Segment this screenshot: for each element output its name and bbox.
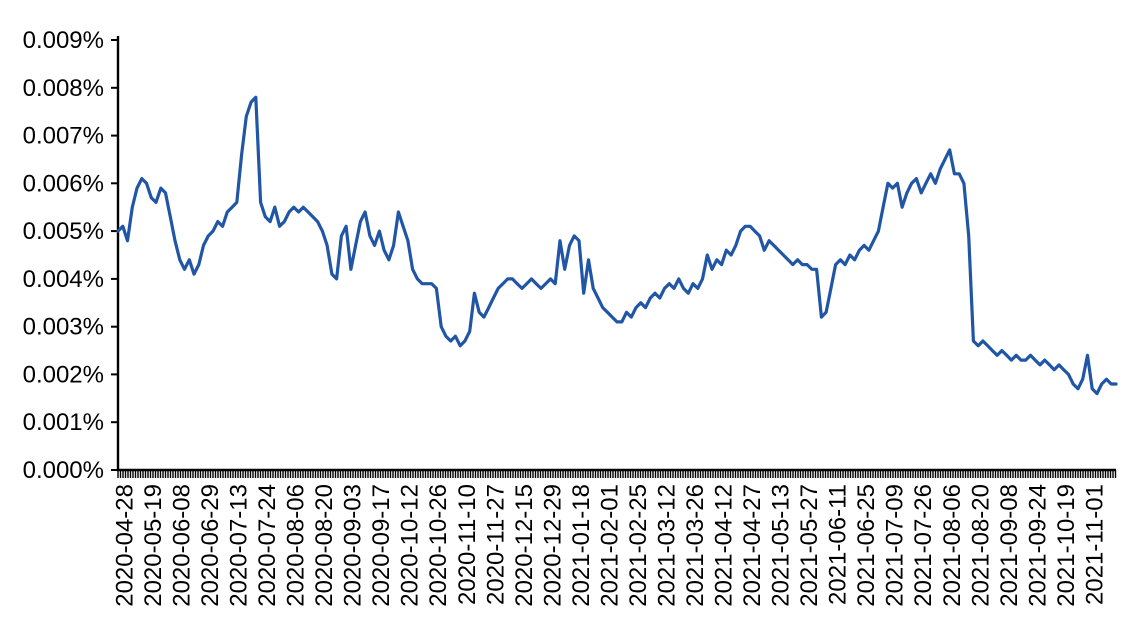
y-tick-label: 0.006% xyxy=(23,170,104,197)
x-tick-label: 2021-01-18 xyxy=(568,484,595,607)
x-axis-labels: 2020-04-28 2020-05-19 2020-06-08 2020-06-29… xyxy=(111,484,1108,607)
x-tick-label: 2021-06-11 xyxy=(825,484,852,605)
x-tick-label: 2020-06-29 xyxy=(197,484,224,607)
y-tick-label: 0.002% xyxy=(23,361,104,388)
x-tick-label: 2020-11-10 xyxy=(454,484,481,605)
y-tick-label: 0.007% xyxy=(23,123,104,150)
x-tick-label: 2020-10-12 xyxy=(397,484,424,607)
x-tick-label: 2020-09-17 xyxy=(368,484,395,607)
x-tick-label: 2020-08-06 xyxy=(283,484,310,607)
x-tick-label: 2021-02-01 xyxy=(596,484,623,607)
x-tick-label: 2020-11-27 xyxy=(482,484,509,605)
x-tick-label: 2020-10-26 xyxy=(425,484,452,607)
x-tick-label: 2021-11-01 xyxy=(1081,484,1108,605)
x-tick-label: 2021-03-26 xyxy=(682,484,709,607)
axis-ticks xyxy=(111,39,1117,478)
y-tick-label: 0.008% xyxy=(23,75,104,102)
line-series xyxy=(116,95,1118,396)
y-tick-label: 0.005% xyxy=(23,218,104,245)
x-tick-label: 2021-05-13 xyxy=(768,484,795,607)
x-tick-label: 2021-04-12 xyxy=(711,484,738,607)
x-tick-label: 2020-12-15 xyxy=(511,484,538,607)
x-tick-label: 2020-08-20 xyxy=(311,484,338,607)
x-tick-label: 2021-05-27 xyxy=(796,484,823,607)
x-tick-label: 2021-07-09 xyxy=(882,484,909,607)
y-tick-label: 0.000% xyxy=(23,457,104,484)
x-tick-label: 2020-12-29 xyxy=(539,484,566,607)
x-tick-label: 2020-05-19 xyxy=(140,484,167,607)
y-tick-label: 0.003% xyxy=(23,314,104,341)
y-axis-labels: 0.000% 0.001% 0.002% 0.003% 0.004% 0.005% 0.00… xyxy=(23,27,104,484)
y-tick-label: 0.009% xyxy=(23,27,104,54)
x-tick-label: 2020-07-13 xyxy=(226,484,253,607)
x-tick-label: 2021-06-25 xyxy=(853,484,880,607)
x-tick-label: 2020-04-28 xyxy=(111,484,138,607)
x-tick-label: 2021-09-24 xyxy=(1024,484,1051,607)
y-tick-label: 0.001% xyxy=(23,409,104,436)
x-tick-label: 2021-07-26 xyxy=(910,484,937,607)
x-tick-label: 2021-09-08 xyxy=(996,484,1023,607)
x-tick-label: 2021-08-20 xyxy=(967,484,994,607)
x-tick-label: 2021-04-27 xyxy=(739,484,766,607)
x-tick-label: 2021-08-06 xyxy=(939,484,966,607)
axis-lines xyxy=(116,36,1116,472)
x-tick-label: 2020-06-08 xyxy=(169,484,196,607)
x-tick-label: 2021-10-19 xyxy=(1053,484,1080,607)
x-tick-label: 2020-07-24 xyxy=(254,484,281,607)
x-tick-label: 2021-02-25 xyxy=(625,484,652,607)
x-tick-label: 2020-09-03 xyxy=(340,484,367,607)
y-tick-label: 0.004% xyxy=(23,266,104,293)
x-tick-label: 2021-03-12 xyxy=(654,484,681,607)
